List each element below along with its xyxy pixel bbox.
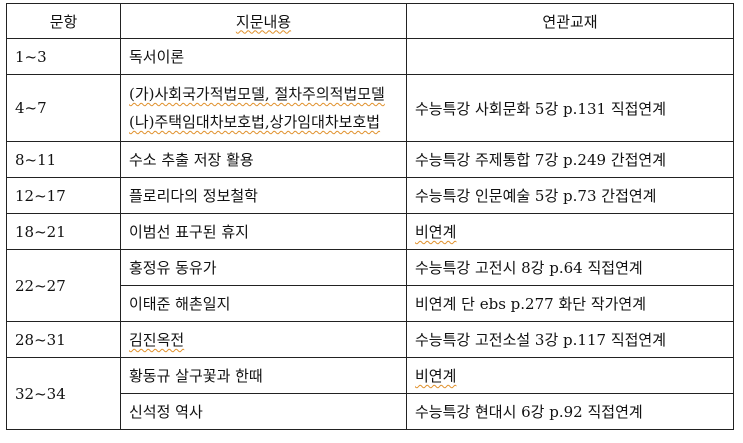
header-passage-content-text: 지문내용: [235, 12, 292, 31]
passage-content: (가)사회국가적법모델, 절차주의적법모델 (나)주택임대차보호법,상가임대차보…: [120, 74, 407, 142]
question-range: 18~21: [6, 213, 121, 250]
table-row: 신석정 역사 수능특강 현대시 6강 p.92 직접연계: [7, 393, 734, 430]
passage-content-text: 김진옥전: [129, 331, 185, 349]
table-row: 22~27 홍정유 동유가 수능특강 고전시 8강 p.64 직접연계: [6, 249, 734, 322]
related-textbook: [406, 38, 734, 75]
question-range: 32~34: [6, 357, 121, 430]
exam-textbook-table: 문항 지문내용 연관교재 1~3 독서이론 4~7 (가)사회국가적법모델, 절…: [6, 3, 734, 430]
passage-content: 홍정유 동유가: [120, 249, 407, 286]
related-textbook-text: 비연계: [415, 223, 457, 241]
header-question-range: 문항: [6, 3, 121, 39]
related-textbook: 수능특강 현대시 6강 p.92 직접연계: [406, 393, 734, 430]
related-textbook: 수능특강 고전소설 3강 p.117 직접연계: [406, 321, 734, 358]
related-textbook: 수능특강 고전시 8강 p.64 직접연계: [406, 249, 734, 286]
header-related-textbook: 연관교재: [406, 3, 734, 39]
question-range: 28~31: [6, 321, 121, 358]
passage-line: (가)사회국가적법모델, 절차주의적법모델: [129, 85, 385, 103]
question-range: 22~27: [6, 249, 121, 322]
table-row: 28~31 김진옥전 수능특강 고전소설 3강 p.117 직접연계: [6, 321, 734, 358]
passage-content: 황동규 살구꽃과 한때: [120, 357, 407, 394]
question-range: 1~3: [6, 38, 121, 75]
related-textbook: 비연계: [406, 357, 734, 394]
related-textbook-text: 비연계: [415, 367, 457, 385]
passage-content: 플로리다의 정보철학: [120, 177, 407, 214]
question-range: 12~17: [6, 177, 121, 214]
passage-content: 신석정 역사: [120, 393, 407, 430]
passage-content: 수소 추출 저장 활용: [120, 141, 407, 178]
table-row: 12~17 플로리다의 정보철학 수능특강 인문예술 5강 p.73 간접연계: [6, 177, 734, 214]
passage-content: 독서이론: [120, 38, 407, 75]
header-row: 문항 지문내용 연관교재: [6, 3, 734, 39]
related-textbook: 비연계 단 ebs p.277 화단 작가연계: [406, 285, 734, 322]
table-row: 이태준 해촌일지 비연계 단 ebs p.277 화단 작가연계: [7, 285, 734, 322]
header-passage-content: 지문내용: [120, 3, 407, 39]
related-textbook: 비연계: [406, 213, 734, 250]
related-textbook: 수능특강 사회문화 5강 p.131 직접연계: [406, 74, 734, 142]
table-row: 32~34 황동규 살구꽃과 한때 비연계: [6, 357, 734, 430]
passage-content: 이태준 해촌일지: [120, 285, 407, 322]
passage-content: 김진옥전: [120, 321, 407, 358]
table-row: 4~7 (가)사회국가적법모델, 절차주의적법모델 (나)주택임대차보호법,상가…: [6, 74, 734, 142]
question-range: 4~7: [6, 74, 121, 142]
table-row: 1~3 독서이론: [6, 38, 734, 75]
passage-line: (나)주택임대차보호법,상가임대차보호법: [129, 113, 381, 131]
passage-content: 이범선 표구된 휴지: [120, 213, 407, 250]
table-row: 8~11 수소 추출 저장 활용 수능특강 주제통합 7강 p.249 간접연계: [6, 141, 734, 178]
related-textbook: 수능특강 인문예술 5강 p.73 간접연계: [406, 177, 734, 214]
table-row: 18~21 이범선 표구된 휴지 비연계: [6, 213, 734, 250]
related-textbook: 수능특강 주제통합 7강 p.249 간접연계: [406, 141, 734, 178]
question-range: 8~11: [6, 141, 121, 178]
